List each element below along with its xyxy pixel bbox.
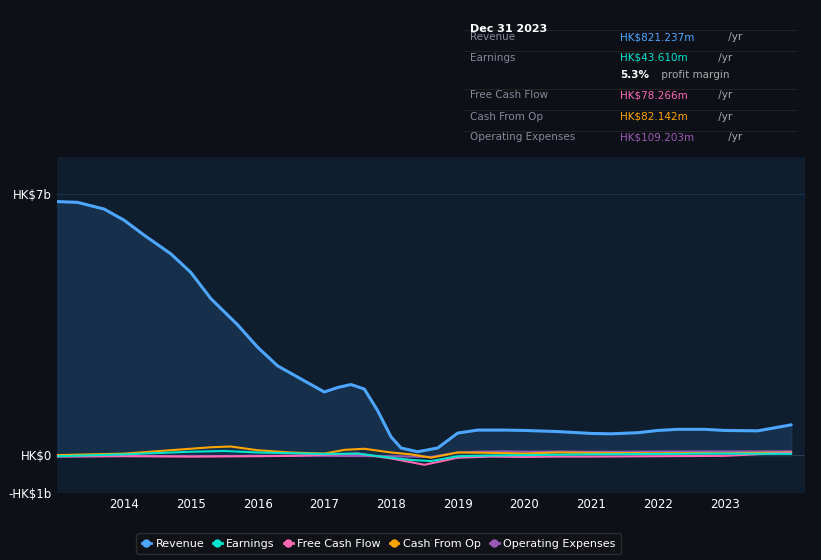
Text: HK$43.610m: HK$43.610m [620,53,687,63]
Text: profit margin: profit margin [658,69,729,80]
Text: Dec 31 2023: Dec 31 2023 [470,24,548,34]
Text: /yr: /yr [715,53,732,63]
Text: /yr: /yr [724,32,741,42]
Text: /yr: /yr [724,133,741,142]
Text: Free Cash Flow: Free Cash Flow [470,91,548,100]
Text: Revenue: Revenue [470,32,516,42]
Legend: Revenue, Earnings, Free Cash Flow, Cash From Op, Operating Expenses: Revenue, Earnings, Free Cash Flow, Cash … [136,533,621,554]
Text: /yr: /yr [715,91,732,100]
Text: Earnings: Earnings [470,53,516,63]
Text: /yr: /yr [715,111,732,122]
Text: HK$78.266m: HK$78.266m [620,91,687,100]
Text: Operating Expenses: Operating Expenses [470,133,576,142]
Text: 5.3%: 5.3% [620,69,649,80]
Text: HK$821.237m: HK$821.237m [620,32,695,42]
Text: HK$109.203m: HK$109.203m [620,133,694,142]
Text: HK$82.142m: HK$82.142m [620,111,687,122]
Text: Cash From Op: Cash From Op [470,111,544,122]
